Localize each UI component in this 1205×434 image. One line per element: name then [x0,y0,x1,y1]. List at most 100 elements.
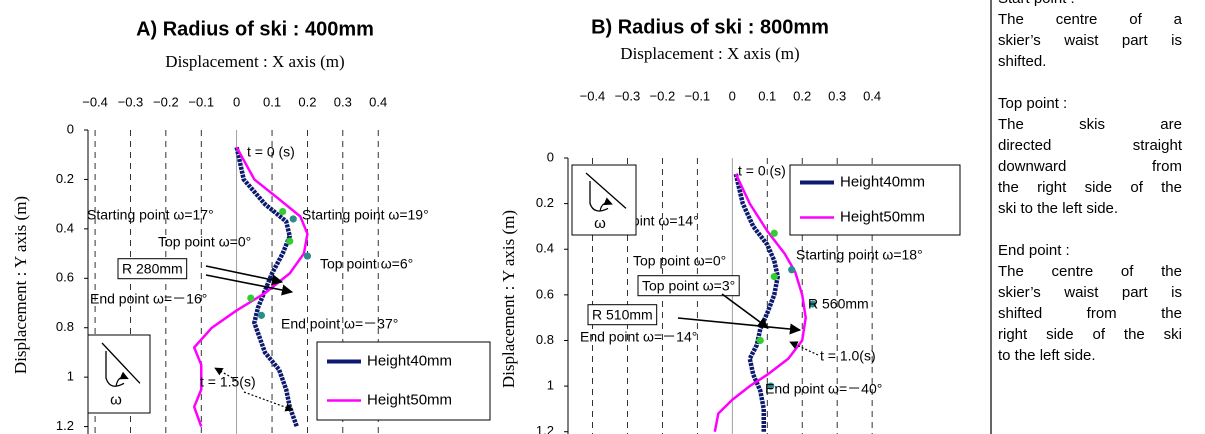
point-marker [770,229,778,237]
note-line: to the left side. [998,347,1096,364]
x-tick-label: 0.1 [758,88,776,103]
x-tick-label: 0.2 [793,88,811,103]
annotation: R 510mm [592,307,653,323]
y-tick-label: 0.4 [536,241,554,256]
annotation: R 560mm [808,296,869,312]
note-line: The centre of a [998,11,1182,28]
note-line: right side of the ski [998,326,1182,343]
divider [990,0,992,434]
point-marker [756,336,764,345]
y-tick-label: 0 [547,149,554,164]
annotation: Top point ω=0° [158,234,251,250]
note-line: the right side of the [998,179,1182,196]
point-marker [303,252,312,260]
legend-box [316,341,491,421]
x-tick-label: 0.1 [263,94,281,109]
legend-label: Height50mm [840,208,925,225]
series-line [234,146,299,428]
x-tick-label: 0.3 [334,94,352,109]
annotation: Starting point ω=18° [796,247,923,263]
note: Top point : The skis are directed straight… [998,93,1182,219]
annotation-arrow [677,317,802,335]
point-marker [286,237,294,245]
y-tick-label: 0.8 [536,332,554,347]
y-tick-label: 0.8 [56,319,74,334]
charts: A) Radius of ski : 400mm Displacement : X… [11,16,961,434]
note-heading: Start point : [998,0,1182,9]
y-tick-label: 1 [547,378,554,393]
note: Start point : The centre of a skier’s wais… [998,0,1182,72]
x-tick-label: −0.2 [650,88,676,103]
x-tick-label: −0.1 [685,88,711,103]
note-line: ski to the left side. [998,200,1119,217]
x-tick-label: −0.3 [118,94,144,109]
y-tick-label: 1.2 [536,423,554,434]
note-line: skier’s waist part is [998,32,1182,49]
note-line: The centre of the [998,263,1182,280]
x-tick-label: −0.3 [615,88,641,103]
annotation-arrow [214,367,237,381]
annotation: t = 1.5(s) [200,374,256,390]
inset-arrow [115,371,129,387]
y-tick-label: 0.6 [536,286,554,301]
chart-title: A) Radius of ski : 400mm [136,18,374,40]
annotation: t = 1.0(s) [820,348,876,364]
point-marker [788,266,796,274]
x-tick-label: 0.4 [369,94,387,109]
note-line: shifted from the [998,305,1182,322]
x-tick-label: −0.1 [188,94,214,109]
y-tick-label: 1.2 [56,418,74,433]
annotation: End point ω=－16° [90,291,207,307]
series-line [192,146,309,428]
y-tick-label: 0.2 [56,171,74,186]
annotation: End point ω=－14° [580,329,697,345]
annotation: Starting point ω=17° [87,207,214,223]
annotation-arrow [205,274,294,296]
note-line: skier’s waist part is [998,284,1182,301]
x-tick-label: 0 [233,94,240,109]
x-tick-label: −0.2 [153,94,179,109]
point-marker [767,382,775,390]
annotation: Top point ω=6° [320,256,413,272]
series-line [713,173,807,432]
legend-box [789,164,961,236]
point-marker [770,273,778,281]
annotation-box [587,304,658,326]
annotation: t = 0 (s) [738,163,786,179]
y-tick-label: 1 [67,369,74,384]
x-tick-label: −0.4 [82,94,108,109]
note-heading: Top point : [998,95,1068,112]
y-axis-label: Displacement : Y axis (m) [11,196,30,374]
annotation: Top point ω=3° [642,278,735,294]
point-marker [289,215,297,223]
annotation: End point ω=－40° [765,381,882,397]
annotation: R 280mm [122,261,183,277]
note-line: shifted. [998,53,1047,70]
annotation-arrow [789,341,819,356]
inset-label: ω [110,391,122,408]
inset-label: ω [594,215,606,232]
note-heading: End point : [998,242,1070,259]
point-marker [809,300,817,308]
note-line: downward from [998,158,1182,175]
x-tick-label: 0.2 [298,94,316,109]
notes-panel: Start point : The centre of a skier’s wais… [998,0,1182,387]
series-line [733,173,780,432]
annotation-arrow [243,391,294,412]
legend-label: Height40mm [367,352,452,369]
x-tick-label: 0.3 [828,88,846,103]
annotation-box [637,275,740,297]
annotation: Starting point ω=19° [302,207,429,223]
point-marker [257,311,266,319]
legend-label: Height50mm [367,391,452,408]
note-line: directed straight [998,137,1182,154]
note-line: The skis are [998,116,1182,133]
annotation: Top point ω=0° [633,253,726,269]
point-marker [279,207,287,216]
annotation-arrow [721,293,769,329]
y-tick-label: 0 [67,121,74,136]
x-tick-label: 0 [729,88,736,103]
y-tick-label: 0.6 [56,270,74,285]
x-axis-label: Displacement : X axis (m) [620,44,799,63]
